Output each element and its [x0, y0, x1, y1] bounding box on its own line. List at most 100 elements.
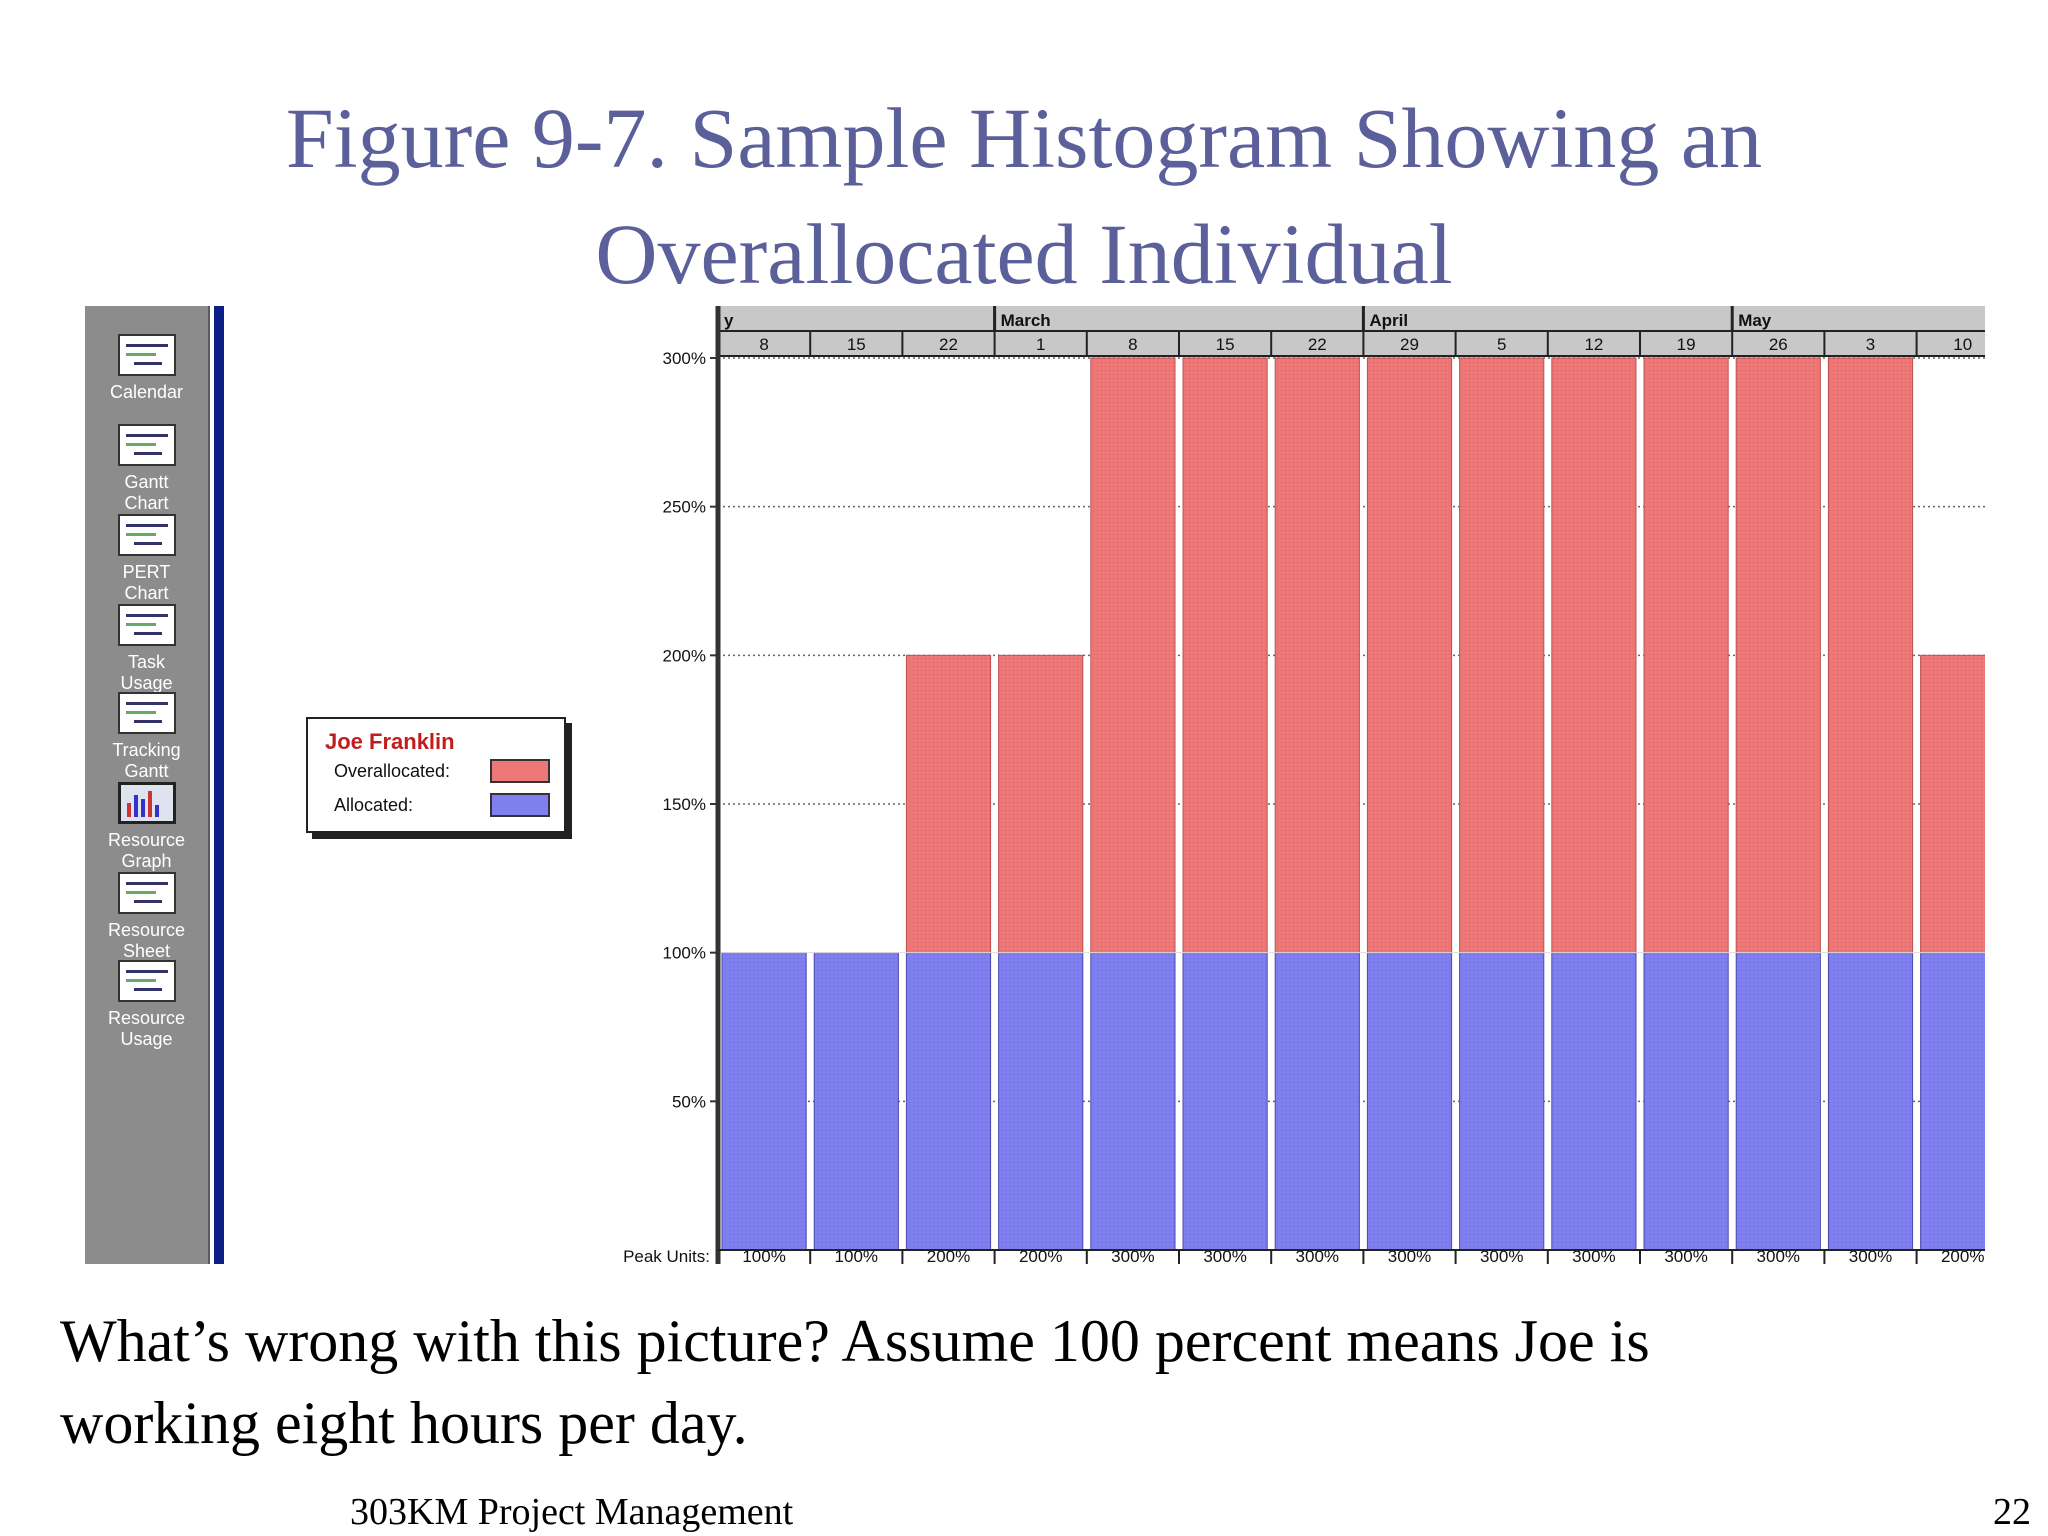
gantt-chart-icon: [117, 424, 176, 466]
view-bar-label: Usage: [120, 673, 173, 693]
peak-units-value: 300%: [1757, 1247, 1800, 1264]
resource-usage-icon: [117, 960, 176, 1002]
peak-units-value: 200%: [1941, 1247, 1984, 1264]
view-bar-item-resource-usage[interactable]: Resource Usage: [85, 960, 208, 1050]
allocated-bar-texture: [1551, 952, 1636, 1250]
y-tick-label: 50%: [672, 1092, 706, 1111]
week-label: 15: [1216, 335, 1235, 354]
overallocated-bar-texture: [1459, 358, 1544, 953]
peak-units-value: 100%: [742, 1247, 785, 1264]
view-bar-label: Chart: [124, 583, 169, 603]
overallocated-bar-texture: [1551, 358, 1636, 953]
slide-title: Figure 9-7. Sample Histogram Showing an …: [0, 80, 2048, 312]
view-bar-item-tracking-gantt[interactable]: Tracking Gantt: [85, 692, 208, 782]
slide-title-line-1: Figure 9-7. Sample Histogram Showing an: [285, 90, 1763, 186]
view-bar-label: Tracking: [112, 740, 181, 760]
slide-caption: What’s wrong with this picture? Assume 1…: [60, 1300, 2020, 1464]
y-tick-label: 250%: [663, 498, 706, 517]
resource-legend: Joe Franklin Overallocated: Allocated:: [306, 717, 566, 833]
active-view-indicator-bar: [214, 306, 224, 1264]
view-bar-label: Usage: [120, 1029, 173, 1049]
view-bar-label: Resource: [107, 1008, 186, 1028]
week-label: 15: [847, 335, 866, 354]
peak-units-label: Peak Units:: [623, 1247, 710, 1264]
allocated-bar-texture: [722, 952, 807, 1250]
month-label: April: [1369, 311, 1408, 330]
allocated-bar-texture: [1090, 952, 1175, 1250]
view-bar-item-pert-chart[interactable]: PERT Chart: [85, 514, 208, 604]
view-bar-label: Sheet: [122, 941, 171, 961]
week-label: 29: [1400, 335, 1419, 354]
month-label: y: [724, 311, 734, 330]
overallocated-bar-texture: [1367, 358, 1452, 953]
allocated-bar-texture: [1920, 952, 1985, 1250]
caption-line-2: working eight hours per day.: [60, 1390, 748, 1456]
peak-units-value: 300%: [1388, 1247, 1431, 1264]
week-label: 12: [1584, 335, 1603, 354]
calendar-icon: [117, 334, 176, 376]
view-bar-item-calendar[interactable]: Calendar: [85, 334, 208, 403]
week-label: 8: [759, 335, 768, 354]
week-label: 1: [1036, 335, 1045, 354]
week-label: 22: [939, 335, 958, 354]
month-label: May: [1738, 311, 1772, 330]
peak-units-value: 300%: [1849, 1247, 1892, 1264]
view-bar-label: Resource: [107, 830, 186, 850]
view-bar-item-task-usage[interactable]: Task Usage: [85, 604, 208, 694]
legend-allocated-swatch: [490, 793, 550, 817]
overallocated-bar-texture: [1090, 358, 1175, 953]
y-tick-label: 200%: [663, 646, 706, 665]
allocated-bar-texture: [906, 952, 991, 1250]
y-tick-label: 300%: [663, 349, 706, 368]
footer-page-number: 22: [1993, 1491, 2031, 1533]
allocated-bar-texture: [1828, 952, 1913, 1250]
tracking-gantt-icon: [117, 692, 176, 734]
legend-overallocated-swatch: [490, 759, 550, 783]
view-bar-label: Resource: [107, 920, 186, 940]
view-bar-label: Graph: [121, 851, 172, 871]
resource-sheet-icon: [117, 872, 176, 914]
resource-histogram: y March April May 8 100% 15 100% 22 200% 1 200% 8 300…: [623, 306, 1985, 1264]
overallocated-bar-texture: [998, 655, 1083, 953]
week-label: 26: [1769, 335, 1788, 354]
footer-course: 303KM Project Management: [350, 1491, 794, 1533]
pert-chart-icon: [117, 514, 176, 556]
allocated-bar-texture: [1644, 952, 1729, 1250]
view-bar-label: Chart: [124, 493, 169, 513]
view-bar-label: PERT: [122, 562, 171, 582]
week-label: 8: [1128, 335, 1137, 354]
view-bar-item-resource-sheet[interactable]: Resource Sheet: [85, 872, 208, 962]
y-tick-label: 150%: [663, 795, 706, 814]
peak-units-value: 100%: [835, 1247, 878, 1264]
overallocated-bar-texture: [906, 655, 991, 953]
overallocated-bar-texture: [1736, 358, 1821, 953]
legend-resource-name: Joe Franklin: [325, 729, 455, 754]
peak-units-value: 300%: [1664, 1247, 1707, 1264]
y-tick-label: 100%: [663, 944, 706, 963]
view-bar-item-gantt-chart[interactable]: Gantt Chart: [85, 424, 208, 514]
allocated-bar-texture: [1367, 952, 1452, 1250]
peak-units-value: 300%: [1203, 1247, 1246, 1264]
overallocated-bar-texture: [1183, 358, 1268, 953]
view-bar-label: Task: [127, 652, 165, 672]
peak-units-value: 300%: [1480, 1247, 1523, 1264]
legend-allocated-label: Allocated:: [334, 795, 414, 815]
project-screenshot: Joe Franklin Overallocated: Allocated: y…: [85, 306, 1985, 1264]
view-bar-label: Calendar: [109, 382, 184, 402]
peak-units-value: 200%: [1019, 1247, 1062, 1264]
view-bar-item-resource-graph[interactable]: Resource Graph: [85, 782, 208, 872]
allocated-bar-texture: [998, 952, 1083, 1250]
week-label: 3: [1866, 335, 1875, 354]
legend-overallocated-label: Overallocated:: [334, 761, 451, 781]
peak-units-value: 300%: [1111, 1247, 1154, 1264]
allocated-bar-texture: [1183, 952, 1268, 1250]
overallocated-bar-texture: [1644, 358, 1729, 953]
overallocated-bar-texture: [1920, 655, 1985, 953]
allocated-bar-texture: [1275, 952, 1360, 1250]
month-label: March: [1001, 311, 1051, 330]
overallocated-bar-texture: [1275, 358, 1360, 953]
week-label: 22: [1308, 335, 1327, 354]
allocated-bar-texture: [1459, 952, 1544, 1250]
peak-units-value: 300%: [1296, 1247, 1339, 1264]
overallocated-bar-texture: [1828, 358, 1913, 953]
